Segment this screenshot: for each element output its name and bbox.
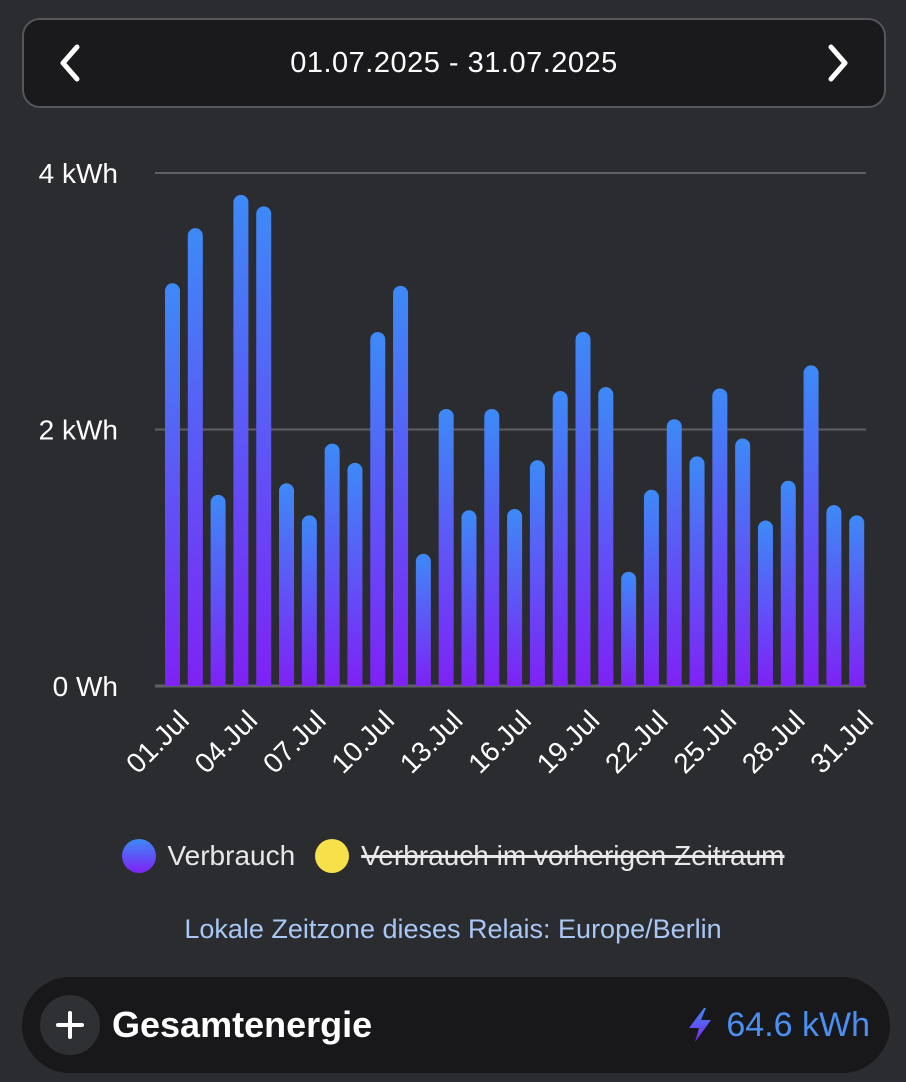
total-energy-value-group: 64.6 kWh xyxy=(686,1006,870,1045)
total-energy-panel[interactable]: Gesamtenergie 64.6 kWh xyxy=(22,977,890,1073)
bar-19.Jul[interactable] xyxy=(575,332,591,686)
chevron-left-icon xyxy=(60,44,80,82)
expand-button[interactable] xyxy=(40,995,100,1055)
bar-31.Jul[interactable] xyxy=(849,515,865,686)
bar-11.Jul[interactable] xyxy=(393,285,409,686)
chart-legend: Verbrauch Verbrauch im vorherigen Zeitra… xyxy=(0,836,906,876)
x-tick-label: 16.Jul xyxy=(462,704,537,779)
bar-29.Jul[interactable] xyxy=(803,365,819,686)
bar-22.Jul[interactable] xyxy=(643,489,659,686)
legend-item-previous-period[interactable]: Verbrauch im vorherigen Zeitraum xyxy=(315,839,784,873)
bar-12.Jul[interactable] xyxy=(415,553,431,686)
legend-item-verbrauch[interactable]: Verbrauch xyxy=(121,839,296,873)
bar-20.Jul[interactable] xyxy=(598,387,614,686)
lightning-icon xyxy=(689,1008,712,1042)
x-tick-label: 07.Jul xyxy=(257,704,332,779)
y-tick-label: 4 kWh xyxy=(39,158,118,189)
bar-23.Jul[interactable] xyxy=(666,419,682,686)
date-range-navigator: 01.07.2025 - 31.07.2025 xyxy=(22,18,886,108)
date-range-label: 01.07.2025 - 31.07.2025 xyxy=(290,46,618,79)
y-tick-label: 2 kWh xyxy=(39,415,118,446)
x-tick-label: 01.Jul xyxy=(120,704,195,779)
bar-01.Jul[interactable] xyxy=(165,283,180,686)
bar-10.Jul[interactable] xyxy=(370,332,386,686)
bar-03.Jul[interactable] xyxy=(210,494,226,686)
x-tick-label: 19.Jul xyxy=(531,704,606,779)
x-tick-label: 31.Jul xyxy=(804,704,879,779)
total-energy-value: 64.6 kWh xyxy=(726,1005,870,1044)
next-period-button[interactable] xyxy=(816,41,860,85)
bar-21.Jul[interactable] xyxy=(621,571,637,686)
energy-bar-chart: 0 Wh 2 kWh 4 kWh 01.Jul 04.Jul 07.Jul 10.Jul 13… xyxy=(0,130,906,830)
chevron-right-icon xyxy=(828,44,848,82)
bar-24.Jul[interactable] xyxy=(689,456,705,686)
x-tick-label: 25.Jul xyxy=(667,704,742,779)
bar-14.Jul[interactable] xyxy=(461,510,477,686)
legend-swatch-verbrauch xyxy=(121,839,156,873)
bar-25.Jul[interactable] xyxy=(712,388,728,686)
bar-09.Jul[interactable] xyxy=(347,462,363,686)
legend-label-previous-period: Verbrauch im vorherigen Zeitraum xyxy=(361,840,785,871)
legend-swatch-previous-period xyxy=(315,839,350,873)
bar-30.Jul[interactable] xyxy=(826,505,842,686)
x-tick-label: 22.Jul xyxy=(599,704,674,779)
legend-label-verbrauch: Verbrauch xyxy=(167,840,296,871)
y-tick-label: 0 Wh xyxy=(53,671,118,702)
bar-05.Jul[interactable] xyxy=(256,206,272,686)
bar-07.Jul[interactable] xyxy=(301,515,317,686)
x-tick-label: 10.Jul xyxy=(325,704,400,779)
x-tick-label: 28.Jul xyxy=(736,704,811,779)
bar-04.Jul[interactable] xyxy=(233,194,249,686)
total-energy-title: Gesamtenergie xyxy=(112,1004,373,1045)
bar-06.Jul[interactable] xyxy=(279,483,295,686)
bar-15.Jul[interactable] xyxy=(484,408,500,686)
bar-27.Jul[interactable] xyxy=(757,520,773,686)
previous-period-button[interactable] xyxy=(48,41,92,85)
bar-17.Jul[interactable] xyxy=(529,460,545,686)
chart-svg: 0 Wh 2 kWh 4 kWh 01.Jul04.Jul07.Jul10.Jul13… xyxy=(39,158,879,779)
bar-26.Jul[interactable] xyxy=(735,438,751,686)
bar-16.Jul[interactable] xyxy=(507,509,523,686)
bar-18.Jul[interactable] xyxy=(552,391,568,686)
bar-08.Jul[interactable] xyxy=(324,443,340,686)
x-tick-label: 04.Jul xyxy=(189,704,264,779)
bar-02.Jul[interactable] xyxy=(187,228,203,686)
plus-icon xyxy=(56,1011,84,1039)
x-tick-label: 13.Jul xyxy=(394,704,469,779)
timezone-note: Lokale Zeitzone dieses Relais: Europe/Be… xyxy=(184,914,722,944)
bar-13.Jul[interactable] xyxy=(438,408,454,686)
bar-28.Jul[interactable] xyxy=(780,480,796,686)
